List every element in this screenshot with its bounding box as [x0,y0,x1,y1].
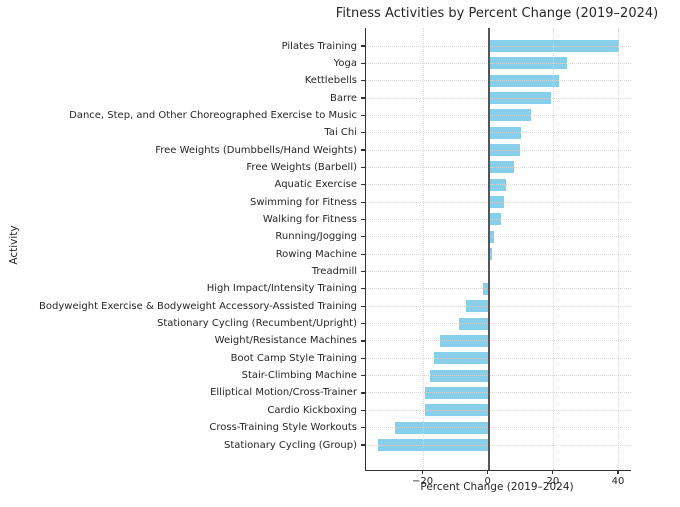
plot-area [365,28,631,471]
x-gridline [553,28,555,470]
y-gridline [366,184,631,186]
y-tick-mark [361,409,365,411]
y-gridline [366,132,631,134]
y-gridline [366,305,631,307]
y-tick-mark [361,45,365,47]
x-tick-label: 20 [546,476,560,487]
y-tick-mark [361,236,365,238]
y-tick-mark [361,62,365,64]
category-label: Cross-Training Style Workouts [209,422,357,434]
y-tick-mark [361,322,365,325]
x-gridline [423,28,425,470]
chart-title: Fitness Activities by Percent Change (20… [335,6,659,21]
y-tick-mark [361,114,365,116]
x-tick-label: 0 [484,476,491,487]
y-gridline [366,409,631,411]
category-label: Barre [330,92,357,104]
y-tick-mark [361,166,365,169]
y-gridline [366,392,631,394]
y-tick-mark [361,201,365,203]
x-axis-label: Percent Change (2019–2024) [420,481,574,493]
y-gridline [366,218,631,220]
zero-line [487,28,490,470]
category-label: Free Weights (Dumbbells/Hand Weights) [155,144,357,156]
y-gridline [366,236,631,238]
y-gridline [366,375,631,377]
y-tick-mark [361,340,365,342]
category-label: Weight/Resistance Machines [214,335,357,347]
x-tick-mark [487,470,489,474]
category-label: Cardio Kickboxing [267,404,357,416]
category-label: Walking for Fitness [262,213,357,225]
category-label: Running/Jogging [275,231,357,243]
category-label: Stair-Climbing Machine [241,370,357,382]
category-label: Swimming for Fitness [250,196,357,208]
x-tick-mark [422,470,424,474]
x-tick-mark [552,470,554,474]
y-tick-mark [361,97,365,99]
y-gridline [366,201,631,203]
y-gridline [366,271,631,273]
category-label: High Impact/Intensity Training [206,283,357,295]
x-gridline [618,28,620,470]
y-tick-mark [361,375,365,377]
y-gridline [366,45,631,47]
category-label: Pilates Training [281,40,357,52]
category-label: Boot Camp Style Training [230,352,357,364]
x-tick-label: −20 [412,476,434,487]
y-tick-mark [361,392,365,394]
category-label: Rowing Machine [275,248,357,260]
y-tick-mark [361,305,365,307]
y-tick-mark [361,184,365,186]
y-tick-mark [361,218,365,221]
category-label: Kettlebells [304,75,357,87]
y-gridline [366,357,631,359]
y-tick-mark [361,149,365,151]
y-gridline [366,427,631,429]
y-tick-mark [361,444,365,446]
y-gridline [366,288,631,290]
y-tick-mark [361,80,365,82]
x-tick-label: 40 [611,476,625,487]
y-tick-mark [361,270,365,273]
y-gridline [366,323,631,325]
y-tick-mark [361,132,365,134]
y-tick-mark [361,253,365,255]
y-tick-mark [361,427,365,429]
y-gridline [366,149,631,151]
y-gridline [366,340,631,342]
category-label: Stationary Cycling (Group) [224,439,357,451]
y-gridline [366,444,631,446]
category-label: Aquatic Exercise [274,179,357,191]
category-label: Elliptical Motion/Cross-Trainer [210,387,357,399]
y-tick-mark [361,288,365,290]
category-label: Tai Chi [324,127,357,139]
y-gridline [366,253,631,255]
y-gridline [366,97,631,99]
y-gridline [366,80,631,82]
category-label: Yoga [333,57,357,69]
y-gridline [366,114,631,116]
category-label: Treadmill [311,266,357,278]
y-tick-mark [361,357,365,359]
x-tick-mark [617,470,619,474]
category-label: Bodyweight Exercise & Bodyweight Accesso… [39,300,357,312]
category-label: Stationary Cycling (Recumbent/Upright) [156,318,357,330]
category-label: Free Weights (Barbell) [246,161,357,173]
category-label: Dance, Step, and Other Choreographed Exe… [69,109,357,121]
y-gridline [366,62,631,64]
y-gridline [366,166,631,168]
